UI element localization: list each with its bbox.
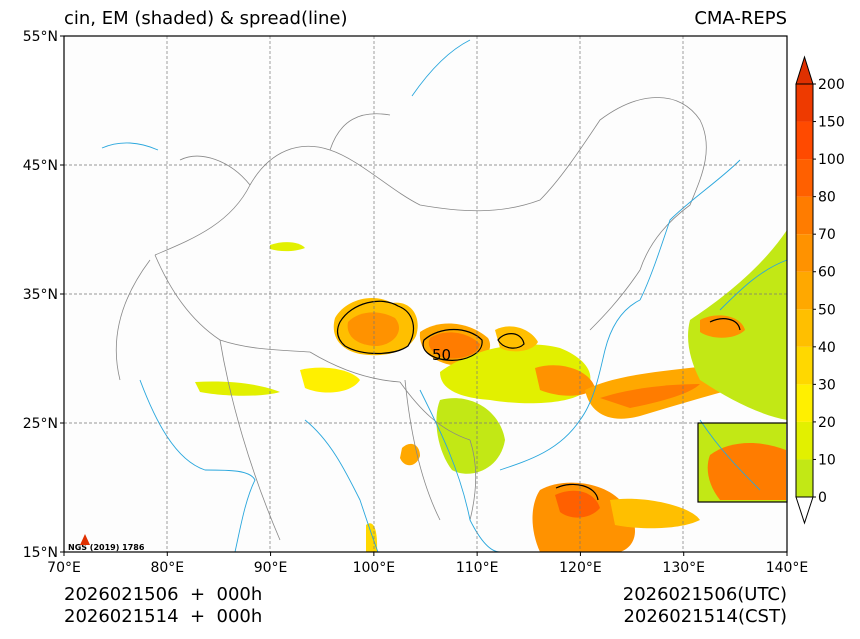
colorbar-segment bbox=[796, 346, 813, 385]
map-title: cin, EM (shaded) & spread(line) bbox=[64, 8, 348, 29]
longitude-labels: 70°E 80°E 90°E 100°E 110°E 120°E 130°E 140°E bbox=[47, 552, 808, 576]
colorbar-label: 30 bbox=[818, 377, 836, 393]
init-time-utc: 2026021506 + 000h bbox=[64, 584, 263, 605]
colorbar-label: 40 bbox=[818, 340, 836, 356]
colorbar-segment bbox=[796, 159, 813, 197]
init-time-cst: 2026021514 + 000h bbox=[64, 606, 263, 627]
colorbar-label: 200 bbox=[818, 77, 845, 93]
lon-tick-label: 80°E bbox=[150, 560, 184, 576]
lat-tick-label: 35°N bbox=[23, 287, 58, 303]
colorbar-over-arrow bbox=[795, 55, 814, 85]
colorbar-segment bbox=[796, 271, 813, 310]
colorbar-label: 70 bbox=[818, 227, 836, 243]
colorbar-under-arrow bbox=[795, 496, 814, 525]
lat-tick-label: 15°N bbox=[23, 545, 58, 561]
colorbar-label: 10 bbox=[818, 452, 836, 468]
colorbar-label: 50 bbox=[818, 302, 836, 318]
colorbar-segment bbox=[796, 121, 813, 160]
latitude-labels: 55°N 45°N 35°N 25°N 15°N bbox=[23, 29, 64, 561]
colorbar-segment bbox=[796, 384, 813, 422]
colorbar: 0 10 20 30 40 50 60 70 80 100 150 200 bbox=[795, 55, 845, 525]
colorbar-label: 150 bbox=[818, 115, 845, 131]
colorbar-segment bbox=[796, 459, 813, 497]
spread-contours bbox=[336, 300, 741, 501]
colorbar-label: 0 bbox=[818, 490, 827, 506]
valid-time-cst: 2026021514(CST) bbox=[623, 606, 787, 627]
model-name: CMA-REPS bbox=[694, 8, 787, 29]
lon-tick-label: 140°E bbox=[766, 560, 809, 576]
lon-tick-label: 100°E bbox=[353, 560, 396, 576]
colorbar-segment bbox=[796, 309, 813, 347]
colorbar-label: 80 bbox=[818, 190, 836, 206]
colorbar-segment bbox=[796, 421, 813, 460]
colorbar-segment bbox=[796, 84, 813, 122]
colorbar-label: 20 bbox=[818, 415, 836, 431]
colorbar-segment bbox=[796, 196, 813, 235]
colorbar-frame bbox=[795, 83, 814, 498]
lat-tick-label: 45°N bbox=[23, 158, 58, 174]
lon-tick-label: 70°E bbox=[47, 560, 81, 576]
lon-tick-label: 130°E bbox=[662, 560, 705, 576]
lat-tick-label: 55°N bbox=[23, 29, 58, 45]
lon-tick-label: 90°E bbox=[254, 560, 288, 576]
colorbar-segment bbox=[796, 234, 813, 272]
contour-label: 50 bbox=[432, 346, 451, 364]
lat-tick-label: 25°N bbox=[23, 416, 58, 432]
copyright-note: NGS (2019) 1786 bbox=[68, 543, 145, 552]
lon-tick-label: 120°E bbox=[559, 560, 602, 576]
lon-tick-label: 110°E bbox=[456, 560, 499, 576]
colorbar-label: 100 bbox=[818, 152, 845, 168]
colorbar-label: 60 bbox=[818, 265, 836, 281]
marker-triangle bbox=[80, 534, 90, 545]
grid-lines bbox=[64, 36, 787, 552]
valid-time-utc: 2026021506(UTC) bbox=[622, 584, 787, 605]
